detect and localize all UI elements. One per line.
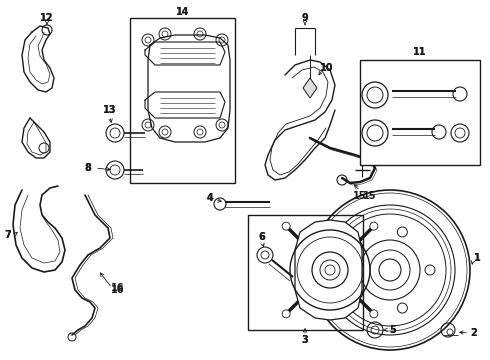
Text: 12: 12 [40, 13, 54, 23]
Text: 1: 1 [474, 253, 480, 263]
Text: 12: 12 [40, 13, 54, 23]
Text: 4: 4 [207, 193, 213, 203]
Circle shape [370, 310, 378, 318]
Text: 11: 11 [413, 47, 427, 57]
Polygon shape [295, 220, 362, 320]
Circle shape [282, 310, 290, 318]
Text: 7: 7 [4, 230, 11, 240]
Text: 9: 9 [302, 13, 308, 23]
Bar [130, 18, 235, 183]
Text: 8: 8 [85, 163, 92, 173]
Text: 6: 6 [259, 232, 266, 242]
Text: 2: 2 [470, 328, 477, 338]
Text: 15: 15 [353, 191, 367, 201]
Bar [360, 60, 480, 165]
Polygon shape [303, 78, 317, 98]
Text: 16: 16 [111, 285, 125, 295]
Text: 15: 15 [363, 191, 377, 201]
Text: 13: 13 [103, 105, 117, 115]
Text: 7: 7 [4, 230, 11, 240]
Text: 14: 14 [176, 7, 190, 17]
Text: 2: 2 [470, 328, 477, 338]
Text: 13: 13 [103, 105, 117, 115]
Text: 3: 3 [302, 335, 308, 345]
Text: 6: 6 [259, 232, 266, 242]
Circle shape [282, 222, 290, 230]
Text: 10: 10 [320, 63, 334, 73]
Bar [248, 215, 363, 330]
Text: 11: 11 [413, 47, 427, 57]
Circle shape [370, 222, 378, 230]
Text: 4: 4 [207, 193, 213, 203]
Text: 1: 1 [474, 253, 480, 263]
Text: 5: 5 [390, 325, 396, 335]
Text: 16: 16 [111, 283, 125, 293]
Text: 3: 3 [302, 335, 308, 345]
Text: 14: 14 [176, 7, 190, 17]
Text: 5: 5 [390, 325, 396, 335]
Text: 10: 10 [320, 63, 334, 73]
Text: 8: 8 [85, 163, 92, 173]
Text: 9: 9 [302, 13, 308, 23]
